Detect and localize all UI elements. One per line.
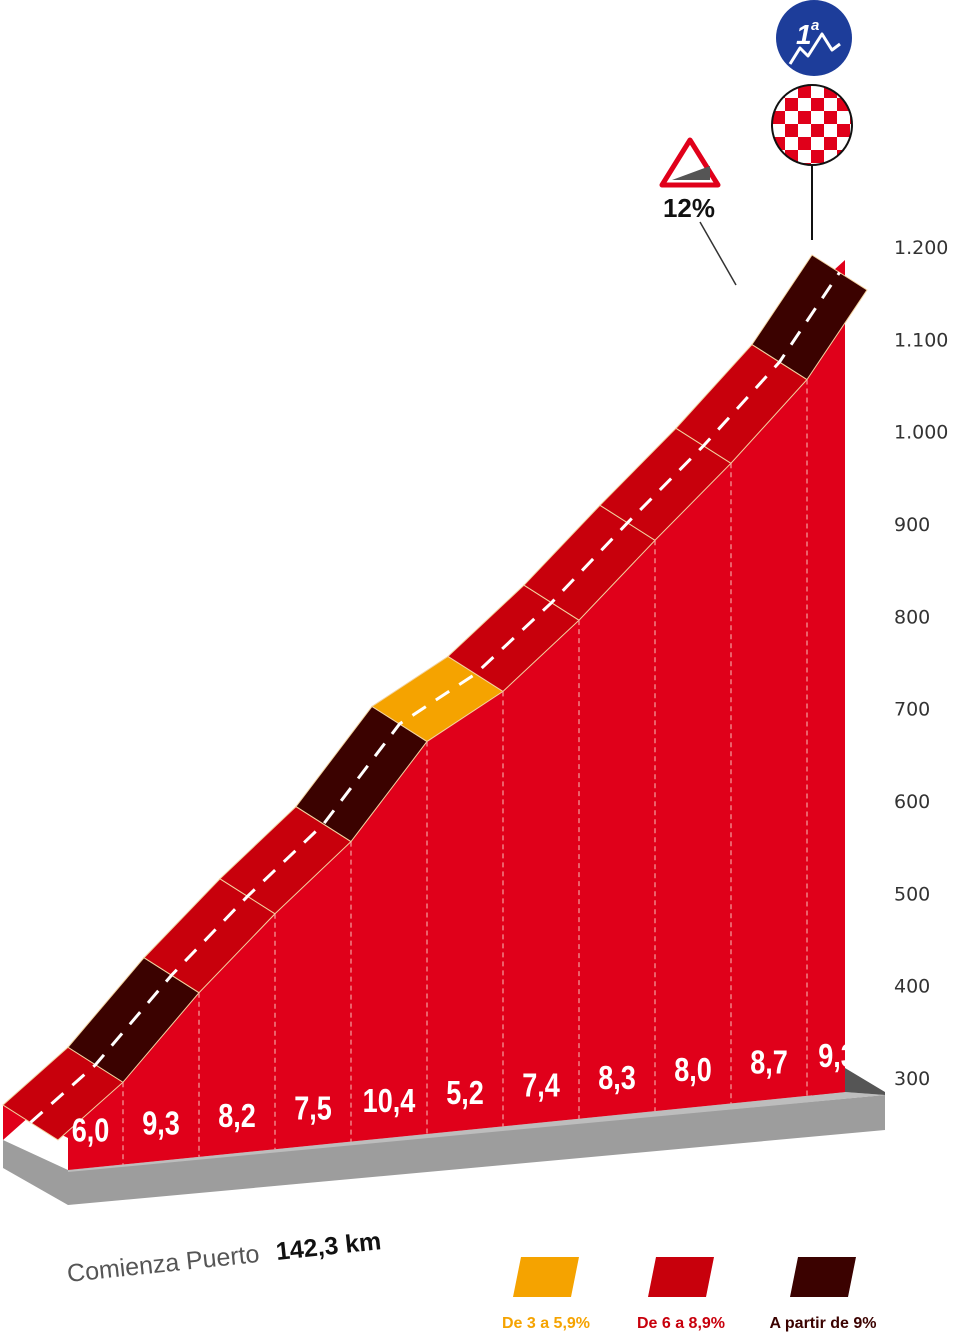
flag-square xyxy=(811,98,824,111)
flag-square xyxy=(772,124,785,137)
flag-square xyxy=(850,137,852,150)
flag-square xyxy=(811,137,824,150)
legend-label: A partir de 9% xyxy=(770,1315,877,1332)
max-gradient-label: 12% xyxy=(663,193,715,223)
flag-square xyxy=(850,163,852,165)
legend-label: De 3 a 5,9% xyxy=(502,1315,590,1332)
flag-square xyxy=(811,150,824,163)
gradient-label: 6,0 xyxy=(72,1113,110,1149)
gradient-label: 8,7 xyxy=(750,1045,788,1081)
altitude-tick: 800 xyxy=(894,606,930,628)
gradient-label: 10,4 xyxy=(363,1083,416,1119)
flag-square xyxy=(837,150,850,163)
flag-square xyxy=(772,163,785,165)
flag-square xyxy=(824,137,837,150)
km-dividers xyxy=(122,379,808,1165)
altitude-tick: 1.000 xyxy=(894,422,948,444)
max-gradient-leader xyxy=(699,221,737,286)
legend-label: De 6 a 8,9% xyxy=(637,1315,725,1332)
flag-square xyxy=(837,111,850,124)
steep-slope-icon xyxy=(672,166,710,180)
gradient-label: 5,2 xyxy=(446,1076,484,1112)
gradient-labels: 6,0 9,3 8,2 7,5 10,4 5,2 7,4 8,3 8,0 8,7 9,3 xyxy=(72,1038,856,1149)
gradient-label: 9,3 xyxy=(142,1106,180,1142)
base-ribbon-right xyxy=(845,1068,885,1095)
wall-right xyxy=(812,260,845,1096)
flag-square xyxy=(785,111,798,124)
flag-square xyxy=(785,98,798,111)
gradient-legend: De 3 a 5,9% De 6 a 8,9% A partir de 9% xyxy=(502,1257,877,1332)
flag-square xyxy=(772,111,785,124)
altitude-axis: 300 400 500 600 700 800 900 1.000 1.100 1.200 xyxy=(894,237,948,1090)
flag-square xyxy=(824,98,837,111)
mountain-category-icon: 1 a xyxy=(776,0,852,76)
flag-square xyxy=(850,85,852,98)
flag-square xyxy=(798,98,811,111)
flag-square xyxy=(824,124,837,137)
road-centerline xyxy=(29,271,841,1124)
legend-swatch xyxy=(790,1257,856,1297)
legend-swatch xyxy=(513,1257,579,1297)
gradient-label: 7,5 xyxy=(294,1091,332,1127)
legend-swatch xyxy=(648,1257,714,1297)
gradient-label: 7,4 xyxy=(522,1068,560,1104)
base-ribbon-top xyxy=(68,1092,885,1172)
flag-square xyxy=(824,163,837,165)
flag-square xyxy=(850,98,852,111)
gradient-label: 8,0 xyxy=(674,1053,712,1089)
start-label: Comienza Puerto xyxy=(66,1240,261,1288)
flag-square xyxy=(798,137,811,150)
altitude-tick: 500 xyxy=(894,883,930,905)
flag-square xyxy=(824,111,837,124)
altitude-tick: 1.100 xyxy=(894,329,948,351)
altitude-tick: 400 xyxy=(894,976,930,998)
category-badge-number: 1 xyxy=(796,19,812,50)
flag-square xyxy=(798,85,811,98)
flag-square xyxy=(811,85,824,98)
flag-square xyxy=(798,150,811,163)
start-km: 142,3 km xyxy=(275,1227,383,1266)
category-badge-sup: a xyxy=(811,17,819,34)
start-annotation: Comienza Puerto 142,3 km xyxy=(66,1227,383,1288)
altitude-tick: 300 xyxy=(894,1068,930,1090)
flag-square xyxy=(811,124,824,137)
flag-square xyxy=(850,150,852,163)
flag-square xyxy=(811,111,824,124)
base-ribbon-front xyxy=(3,1095,885,1205)
finish-flag-icon xyxy=(771,84,853,166)
flag-square xyxy=(837,124,850,137)
flag-square xyxy=(785,137,798,150)
altitude-tick: 600 xyxy=(894,791,930,813)
gradient-label: 9,3 xyxy=(818,1038,856,1074)
flag-square xyxy=(785,124,798,137)
altitude-tick: 1.200 xyxy=(894,237,948,259)
altitude-tick: 700 xyxy=(894,699,930,721)
max-gradient-marker: 12% xyxy=(659,137,737,286)
altitude-tick: 900 xyxy=(894,514,930,536)
gradient-label: 8,2 xyxy=(218,1099,256,1135)
centerline-dash xyxy=(29,271,841,1124)
flag-square xyxy=(785,163,798,165)
flag-square xyxy=(837,163,850,165)
gradient-label: 8,3 xyxy=(598,1060,636,1096)
flag-square xyxy=(798,111,811,124)
flag-square xyxy=(798,124,811,137)
